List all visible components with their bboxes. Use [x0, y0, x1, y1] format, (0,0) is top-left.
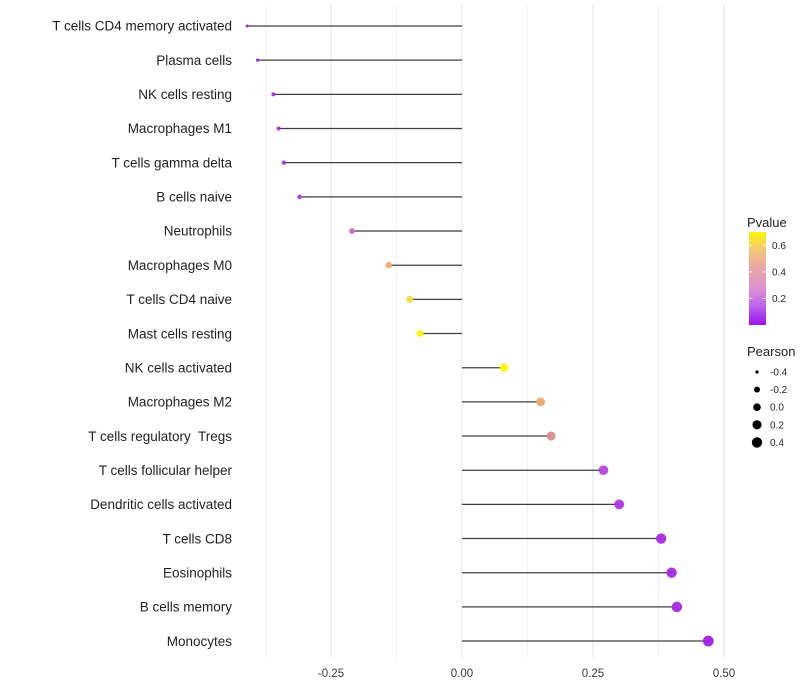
lollipop-point [666, 567, 677, 578]
lollipop-point [671, 601, 683, 613]
lollipop-point [385, 261, 392, 269]
y-axis-label: T cells gamma delta [111, 155, 232, 170]
lollipop-point [499, 363, 509, 372]
lollipop-row: Neutrophils [164, 224, 462, 239]
lollipop-row: T cells CD4 naive [126, 292, 462, 307]
lollipop-row: B cells naive [156, 190, 462, 205]
y-axis-label: Mast cells resting [128, 326, 232, 341]
pvalue-colorbar [749, 232, 766, 325]
lollipop-point [546, 431, 556, 441]
pearson-legend-label: 0.0 [770, 403, 784, 414]
lollipop-rows: T cells CD4 memory activated Plasma cells… [52, 19, 714, 649]
y-axis-label: Monocytes [167, 634, 233, 649]
y-axis-label: Dendritic cells activated [90, 497, 232, 512]
lollipop-row: NK cells resting [138, 87, 462, 102]
y-axis-label: Eosinophils [163, 565, 232, 580]
pvalue-tick-label: 0.4 [772, 267, 786, 278]
legend-pvalue: Pvalue 0.6 0.4 0.2 [747, 215, 787, 325]
lollipop-row: T cells follicular helper [99, 463, 609, 478]
x-axis-tick-label: 0.25 [582, 668, 604, 680]
y-axis-label: T cells CD8 [162, 531, 232, 546]
pearson-legend-label: -0.4 [770, 368, 788, 379]
lollipop-point [655, 533, 667, 544]
x-axis-labels: -0.25 0.00 0.25 0.50 [318, 668, 735, 680]
gridlines [265, 4, 725, 658]
y-axis-label: B cells memory [140, 600, 233, 615]
lollipop-row: T cells CD8 [162, 531, 667, 546]
lollipop-point [536, 397, 546, 407]
y-axis-label: Plasma cells [156, 53, 232, 68]
lollipop-row: Macrophages M2 [128, 395, 546, 410]
pearson-legend-dot [755, 370, 759, 374]
lollipop-row: Macrophages M1 [128, 121, 462, 136]
lollipop-row: NK cells activated [125, 360, 509, 375]
legend-pearson-title: Pearson [747, 344, 795, 359]
pearson-legend-dot [751, 437, 763, 448]
legend-pearson: Pearson -0.4 -0.2 0.0 0.2 0.4 [747, 344, 795, 449]
lollipop-row: T cells gamma delta [111, 155, 462, 170]
lollipop-point [281, 160, 286, 165]
pearson-legend-label: -0.2 [770, 385, 788, 396]
lollipop-point [297, 194, 302, 200]
lollipop-point [416, 330, 424, 338]
lollipop-point [406, 295, 414, 303]
lollipop-row: T cells regulatory Tregs [88, 429, 556, 444]
lollipop-row: Dendritic cells activated [90, 497, 625, 512]
lollipop-row: B cells memory [140, 600, 683, 615]
lollipop-point [598, 465, 609, 476]
y-axis-label: Macrophages M1 [128, 121, 232, 136]
pearson-legend-dot [752, 420, 762, 430]
lollipop-point [702, 635, 714, 647]
lollipop-point [271, 92, 276, 97]
pearson-legend-label: 0.4 [770, 438, 784, 449]
pearson-legend-items: -0.4 -0.2 0.0 0.2 0.4 [751, 368, 788, 449]
lollipop-point [255, 58, 260, 62]
y-axis-label: Macrophages M0 [128, 258, 232, 273]
lollipop-row: Plasma cells [156, 53, 462, 68]
lollipop-point [245, 24, 249, 28]
y-axis-label: T cells CD4 naive [126, 292, 232, 307]
pvalue-tick-label: 0.2 [772, 294, 786, 305]
x-axis-tick-label: 0.50 [713, 668, 735, 680]
lollipop-row: Macrophages M0 [128, 258, 462, 273]
legend-pvalue-title: Pvalue [747, 215, 787, 230]
pvalue-colorbar-ticks: 0.6 0.4 0.2 [749, 241, 786, 305]
y-axis-label: NK cells resting [138, 87, 232, 102]
y-axis-label: T cells follicular helper [99, 463, 233, 478]
lollipop-point [349, 228, 355, 234]
y-axis-label: Neutrophils [164, 224, 233, 239]
lollipop-row: Monocytes [167, 634, 714, 649]
y-axis-label: T cells regulatory Tregs [88, 429, 232, 444]
lollipop-point [614, 499, 625, 510]
pearson-legend-dot [754, 386, 760, 393]
x-axis-tick-label: 0.00 [451, 668, 473, 680]
y-axis-label: Macrophages M2 [128, 395, 232, 410]
y-axis-label: NK cells activated [125, 360, 232, 375]
pvalue-tick-label: 0.6 [772, 241, 786, 252]
lollipop-point [276, 126, 281, 131]
x-axis-tick-label: -0.25 [318, 668, 344, 680]
y-axis-label: B cells naive [156, 190, 232, 205]
pearson-legend-label: 0.2 [770, 420, 784, 431]
lollipop-row: T cells CD4 memory activated [52, 19, 462, 34]
lollipop-row: Eosinophils [163, 565, 677, 580]
y-axis-label: T cells CD4 memory activated [52, 19, 232, 34]
pearson-legend-dot [753, 403, 761, 412]
lollipop-row: Mast cells resting [128, 326, 462, 341]
